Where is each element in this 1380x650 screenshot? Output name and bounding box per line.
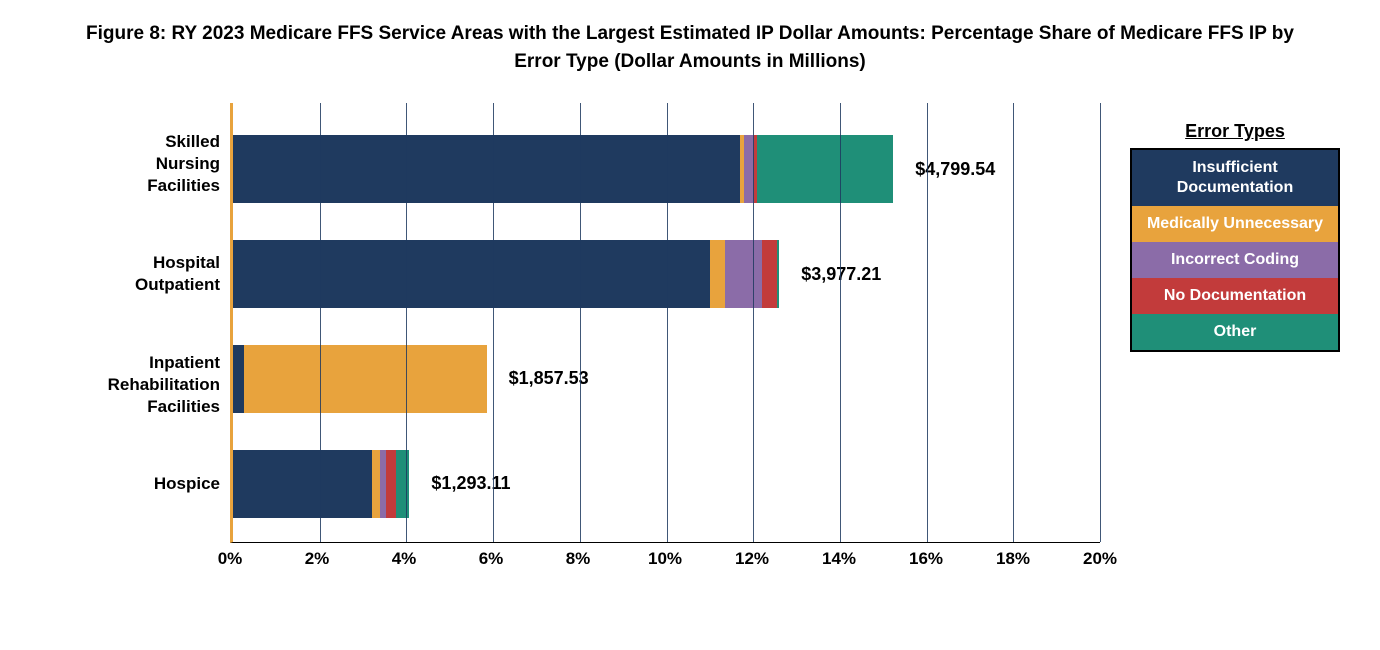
grid-line xyxy=(927,103,928,542)
grid-line xyxy=(493,103,494,542)
x-tick-label: 0% xyxy=(218,549,243,569)
stacked-bar xyxy=(233,135,893,203)
grid-line xyxy=(1013,103,1014,542)
x-tick-label: 14% xyxy=(822,549,856,569)
x-tick-label: 4% xyxy=(392,549,417,569)
x-tick-label: 8% xyxy=(566,549,591,569)
grid-line xyxy=(1100,103,1101,542)
bar-segment-medically_unnecessary xyxy=(372,450,381,518)
bar-segment-other xyxy=(757,135,894,203)
grid-line xyxy=(320,103,321,542)
x-tick-label: 16% xyxy=(909,549,943,569)
grid-line xyxy=(753,103,754,542)
chart-container: SkilledNursingFacilities HospitalOutpatie… xyxy=(40,103,1340,579)
legend-item-incorrect_coding: Incorrect Coding xyxy=(1132,242,1338,278)
grid-line xyxy=(406,103,407,542)
bar-segment-insufficient_documentation xyxy=(233,450,372,518)
bar-value-label: $1,857.53 xyxy=(509,368,589,389)
plot-region: $4,799.54$3,977.21$1,857.53$1,293.11 xyxy=(230,103,1100,543)
x-axis: 0%2%4%6%8%10%12%14%16%18%20% xyxy=(230,543,1100,579)
bar-segment-other xyxy=(396,450,409,518)
bar-segment-medically_unnecessary xyxy=(244,345,487,413)
legend-item-other: Other xyxy=(1132,314,1338,350)
legend-item-insufficient_documentation: Insufficient Documentation xyxy=(1132,150,1338,206)
bar-segment-insufficient_documentation xyxy=(233,135,740,203)
grid-line xyxy=(840,103,841,542)
x-tick-label: 10% xyxy=(648,549,682,569)
y-axis-category-label: InpatientRehabilitationFacilities xyxy=(40,352,220,417)
stacked-bar xyxy=(233,240,779,308)
bar-segment-insufficient_documentation xyxy=(233,345,244,413)
bar-value-label: $3,977.21 xyxy=(801,264,881,285)
legend-title: Error Types xyxy=(1130,121,1340,142)
y-axis-category-label: HospitalOutpatient xyxy=(40,252,220,296)
legend-item-medically_unnecessary: Medically Unnecessary xyxy=(1132,206,1338,242)
chart-title: Figure 8: RY 2023 Medicare FFS Service A… xyxy=(40,20,1340,75)
grid-line xyxy=(580,103,581,542)
legend: Error Types Insufficient DocumentationMe… xyxy=(1130,103,1340,352)
bar-segment-no_documentation xyxy=(386,450,397,518)
bar-segment-medically_unnecessary xyxy=(710,240,725,308)
bar-segment-incorrect_coding xyxy=(725,240,762,308)
bar-segment-insufficient_documentation xyxy=(233,240,710,308)
legend-box: Insufficient DocumentationMedically Unne… xyxy=(1130,148,1340,352)
x-tick-label: 6% xyxy=(479,549,504,569)
grid-line xyxy=(667,103,668,542)
stacked-bar xyxy=(233,345,487,413)
stacked-bar xyxy=(233,450,409,518)
bar-segment-no_documentation xyxy=(762,240,777,308)
bar-value-label: $1,293.11 xyxy=(431,473,510,494)
bar-segment-other xyxy=(777,240,779,308)
x-tick-label: 18% xyxy=(996,549,1030,569)
x-tick-label: 20% xyxy=(1083,549,1117,569)
chart-area: SkilledNursingFacilities HospitalOutpatie… xyxy=(40,103,1100,579)
x-tick-label: 2% xyxy=(305,549,330,569)
y-axis-category-label: SkilledNursingFacilities xyxy=(40,131,220,196)
y-axis-category-label: Hospice xyxy=(40,473,220,495)
legend-item-no_documentation: No Documentation xyxy=(1132,278,1338,314)
x-tick-label: 12% xyxy=(735,549,769,569)
y-axis-labels: SkilledNursingFacilities HospitalOutpatie… xyxy=(40,103,230,543)
